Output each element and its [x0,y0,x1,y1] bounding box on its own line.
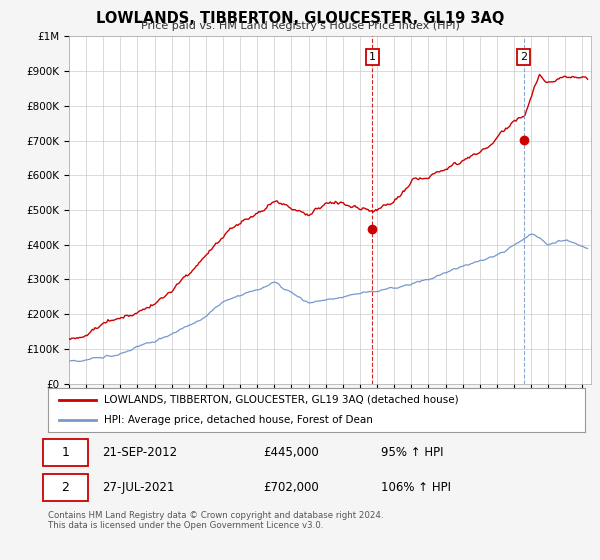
Text: 2: 2 [62,480,70,494]
Text: 106% ↑ HPI: 106% ↑ HPI [381,480,451,494]
Text: 1: 1 [62,446,70,459]
FancyBboxPatch shape [43,439,88,465]
Text: £445,000: £445,000 [263,446,319,459]
Text: £702,000: £702,000 [263,480,319,494]
Text: LOWLANDS, TIBBERTON, GLOUCESTER, GL19 3AQ (detached house): LOWLANDS, TIBBERTON, GLOUCESTER, GL19 3A… [104,395,459,405]
Text: Price paid vs. HM Land Registry's House Price Index (HPI): Price paid vs. HM Land Registry's House … [140,21,460,31]
Text: 2: 2 [520,52,527,62]
Text: 1: 1 [369,52,376,62]
Text: Contains HM Land Registry data © Crown copyright and database right 2024.
This d: Contains HM Land Registry data © Crown c… [48,511,383,530]
Text: 21-SEP-2012: 21-SEP-2012 [102,446,177,459]
Text: 27-JUL-2021: 27-JUL-2021 [102,480,174,494]
Text: 95% ↑ HPI: 95% ↑ HPI [381,446,443,459]
FancyBboxPatch shape [43,474,88,501]
Text: LOWLANDS, TIBBERTON, GLOUCESTER, GL19 3AQ: LOWLANDS, TIBBERTON, GLOUCESTER, GL19 3A… [96,11,504,26]
Text: HPI: Average price, detached house, Forest of Dean: HPI: Average price, detached house, Fore… [104,415,373,425]
